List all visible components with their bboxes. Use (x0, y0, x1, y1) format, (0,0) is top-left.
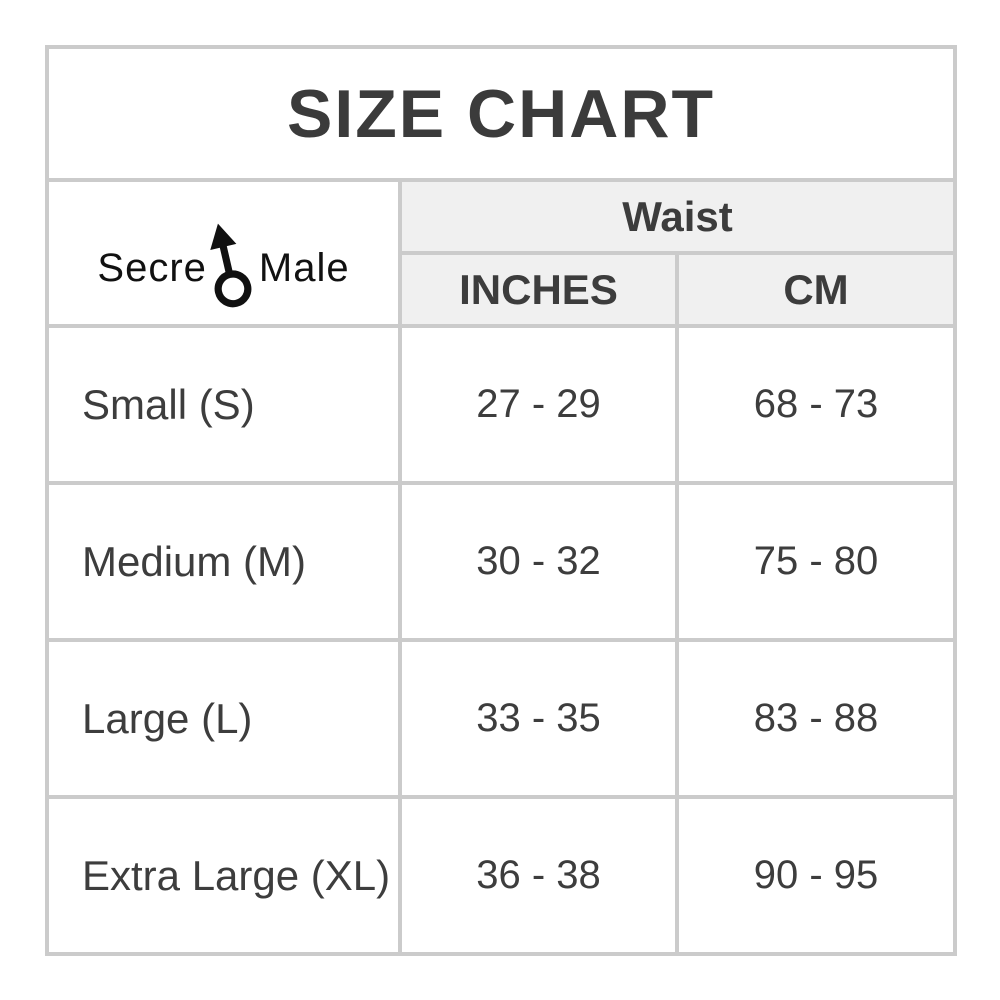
inches-value: 30 - 32 (398, 481, 679, 642)
inches-value: 33 - 35 (398, 638, 679, 799)
brand-logo-cell: Secre Male (45, 178, 402, 328)
size-chart: SIZE CHART Secre Male Waist (44, 45, 958, 956)
waist-group-header: Waist (397, 178, 958, 255)
cm-value: 75 - 80 (674, 481, 958, 642)
header-units-row: INCHES CM (47, 251, 958, 328)
male-symbol-icon (210, 223, 252, 308)
brand-logo-text-right: Male (258, 246, 350, 290)
cm-value: 90 - 95 (674, 795, 958, 956)
cm-value: 83 - 88 (674, 638, 958, 799)
brand-logo-text-left: Secre (97, 246, 207, 290)
inches-value: 27 - 29 (398, 324, 679, 485)
table-row-medium: Medium (M) 30 - 32 75 - 80 (45, 481, 958, 642)
size-label: Small (S) (45, 324, 402, 485)
cm-column-header: CM (674, 251, 958, 328)
inches-column-header: INCHES (398, 251, 679, 328)
title-row: SIZE CHART (44, 45, 958, 182)
header-group-row: Secre Male Waist (45, 178, 958, 328)
table-row-extra-large: Extra Large (XL) 36 - 38 90 - 95 (45, 795, 958, 956)
size-label: Large (L) (45, 638, 402, 799)
size-label: Extra Large (XL) (45, 795, 402, 956)
size-label: Medium (M) (45, 481, 402, 642)
size-chart-title: SIZE CHART (44, 45, 958, 182)
size-chart-table: SIZE CHART Secre Male Waist (44, 45, 958, 956)
cm-value: 68 - 73 (674, 324, 958, 485)
table-row-large: Large (L) 33 - 35 83 - 88 (45, 638, 958, 799)
brand-logo: Secre Male (51, 216, 396, 308)
table-row-small: Small (S) 27 - 29 68 - 73 (45, 324, 958, 485)
inches-value: 36 - 38 (398, 795, 679, 956)
